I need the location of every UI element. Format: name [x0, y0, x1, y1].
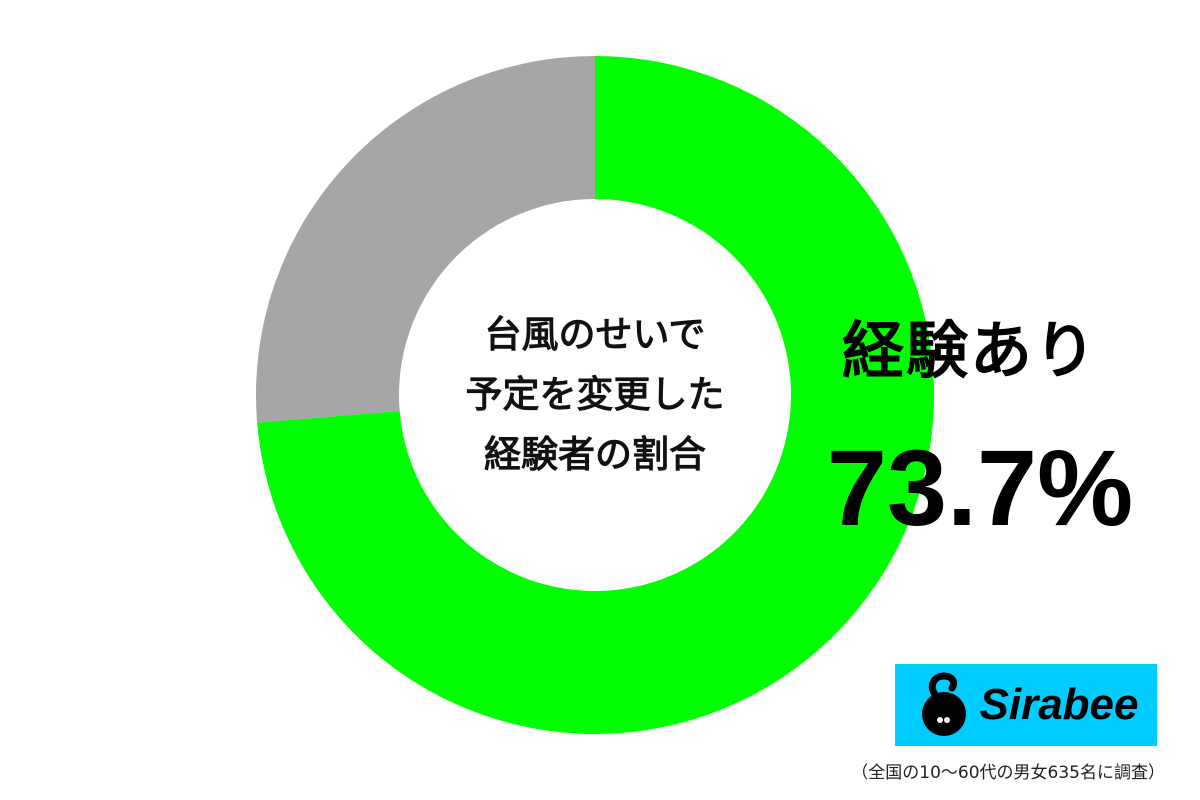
chart-title: 台風のせいで 予定を変更した 経験者の割合: [420, 305, 770, 485]
highlight-label: 経験あり: [841, 314, 1098, 387]
title-line: 台風のせいで: [484, 313, 706, 356]
logo-text: Sirabee: [979, 680, 1139, 729]
sirabee-mascot-icon: [921, 672, 966, 736]
footnote: （全国の10〜60代の男女635名に調査）: [851, 763, 1165, 783]
highlight-value: 73.7%: [826, 427, 1134, 548]
donut-slice-yes: [257, 56, 935, 735]
sirabee-logo: Sirabee: [895, 664, 1157, 746]
donut-slice-no: [256, 56, 595, 423]
title-line: 予定を変更した: [465, 373, 725, 416]
title-line: 経験者の割合: [484, 433, 706, 476]
